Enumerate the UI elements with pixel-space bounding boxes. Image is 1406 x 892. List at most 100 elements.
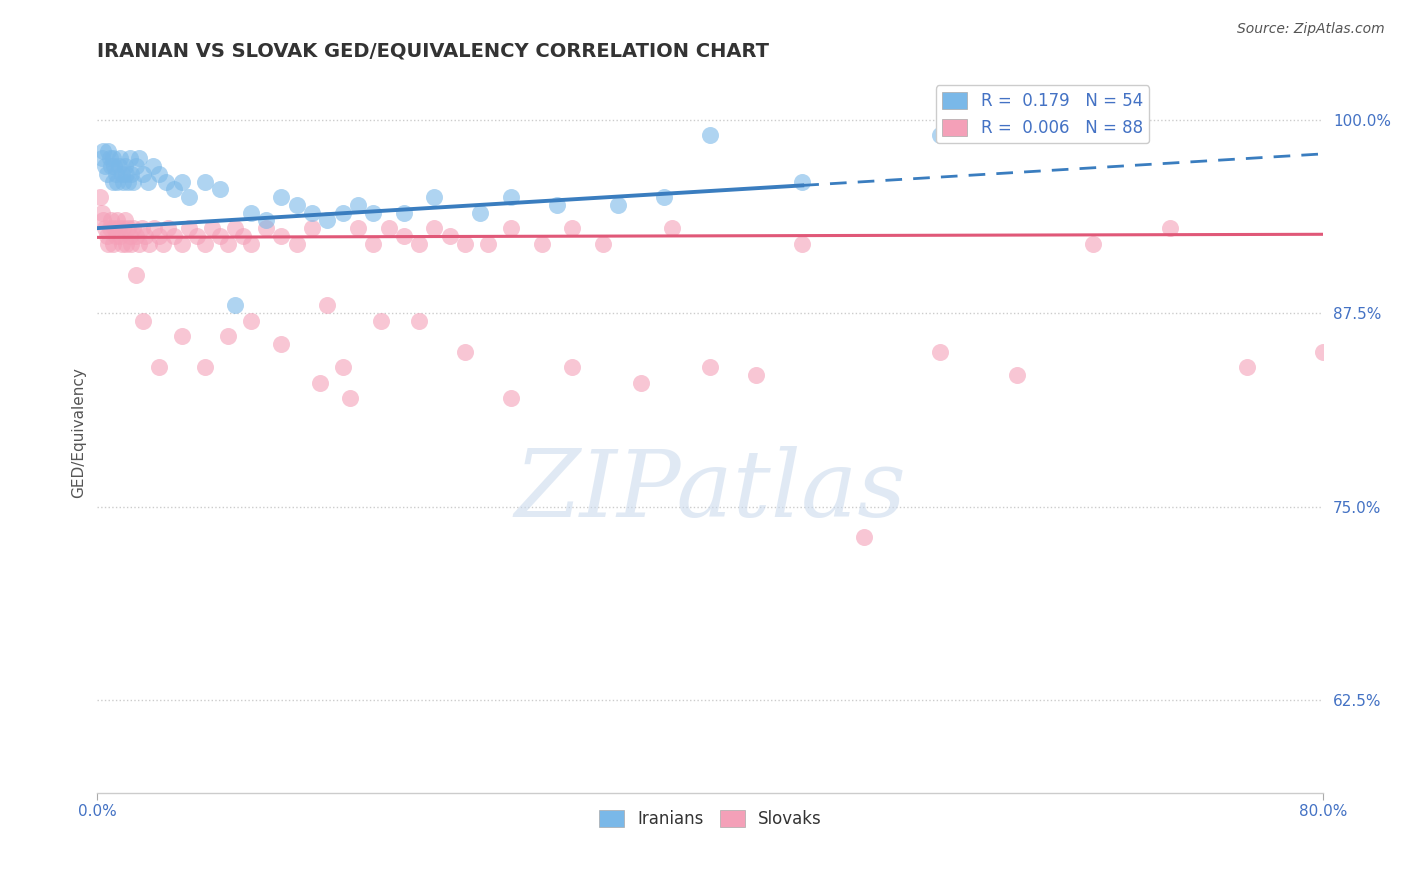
Text: ZIPatlas: ZIPatlas	[515, 446, 907, 535]
Point	[347, 198, 370, 212]
Point	[179, 221, 201, 235]
Point	[285, 198, 308, 212]
Point	[454, 344, 477, 359]
Point	[114, 213, 136, 227]
Point	[477, 236, 499, 251]
Point	[208, 182, 231, 196]
Point	[93, 144, 115, 158]
Point	[254, 221, 277, 235]
Point	[270, 190, 292, 204]
Point	[929, 344, 952, 359]
Point	[301, 205, 323, 219]
Point	[308, 376, 330, 390]
Point	[110, 152, 132, 166]
Point	[361, 236, 384, 251]
Point	[1005, 368, 1028, 382]
Point	[561, 360, 583, 375]
Point	[454, 236, 477, 251]
Point	[141, 159, 163, 173]
Point	[121, 221, 143, 235]
Point	[501, 221, 523, 235]
Point	[194, 236, 217, 251]
Point	[239, 236, 262, 251]
Point	[104, 167, 127, 181]
Point	[117, 221, 139, 235]
Point	[104, 228, 127, 243]
Point	[148, 360, 170, 375]
Point	[97, 236, 120, 251]
Point	[470, 205, 492, 219]
Point	[103, 221, 125, 235]
Point	[115, 236, 138, 251]
Point	[98, 221, 121, 235]
Point	[96, 228, 118, 243]
Point	[107, 221, 129, 235]
Point	[91, 152, 114, 166]
Point	[148, 167, 170, 181]
Point	[134, 228, 156, 243]
Point	[370, 314, 392, 328]
Point	[120, 236, 142, 251]
Point	[131, 221, 153, 235]
Point	[89, 190, 111, 204]
Point	[128, 152, 150, 166]
Point	[91, 205, 114, 219]
Point	[377, 221, 399, 235]
Point	[316, 298, 339, 312]
Point	[239, 205, 262, 219]
Point	[792, 236, 814, 251]
Point	[217, 329, 239, 343]
Point	[170, 236, 193, 251]
Point	[654, 190, 676, 204]
Point	[156, 221, 179, 235]
Point	[111, 236, 134, 251]
Point	[136, 175, 159, 189]
Point	[115, 167, 138, 181]
Point	[224, 298, 246, 312]
Point	[118, 152, 141, 166]
Point	[217, 236, 239, 251]
Point	[592, 236, 614, 251]
Point	[285, 236, 308, 251]
Point	[98, 152, 121, 166]
Point	[423, 190, 446, 204]
Point	[101, 236, 124, 251]
Point	[316, 213, 339, 227]
Point	[561, 221, 583, 235]
Point	[111, 167, 134, 181]
Point	[105, 175, 128, 189]
Point	[118, 228, 141, 243]
Text: IRANIAN VS SLOVAK GED/EQUIVALENCY CORRELATION CHART: IRANIAN VS SLOVAK GED/EQUIVALENCY CORREL…	[97, 42, 769, 61]
Point	[132, 314, 155, 328]
Point	[94, 221, 117, 235]
Point	[194, 360, 217, 375]
Point	[630, 376, 652, 390]
Point	[107, 159, 129, 173]
Point	[392, 228, 415, 243]
Point	[163, 182, 186, 196]
Point	[170, 329, 193, 343]
Point	[93, 213, 115, 227]
Point	[121, 175, 143, 189]
Point	[361, 205, 384, 219]
Point	[1312, 344, 1334, 359]
Point	[661, 221, 683, 235]
Point	[138, 236, 160, 251]
Point	[152, 236, 174, 251]
Point	[332, 360, 354, 375]
Point	[232, 228, 254, 243]
Point	[120, 167, 142, 181]
Point	[101, 152, 124, 166]
Point	[1159, 221, 1181, 235]
Point	[607, 198, 630, 212]
Point	[132, 167, 155, 181]
Point	[439, 228, 461, 243]
Point	[124, 268, 146, 282]
Point	[852, 531, 875, 545]
Point	[699, 128, 721, 143]
Point	[408, 236, 430, 251]
Point	[745, 368, 768, 382]
Y-axis label: GED/Equivalency: GED/Equivalency	[72, 368, 86, 499]
Point	[124, 228, 146, 243]
Point	[699, 360, 721, 375]
